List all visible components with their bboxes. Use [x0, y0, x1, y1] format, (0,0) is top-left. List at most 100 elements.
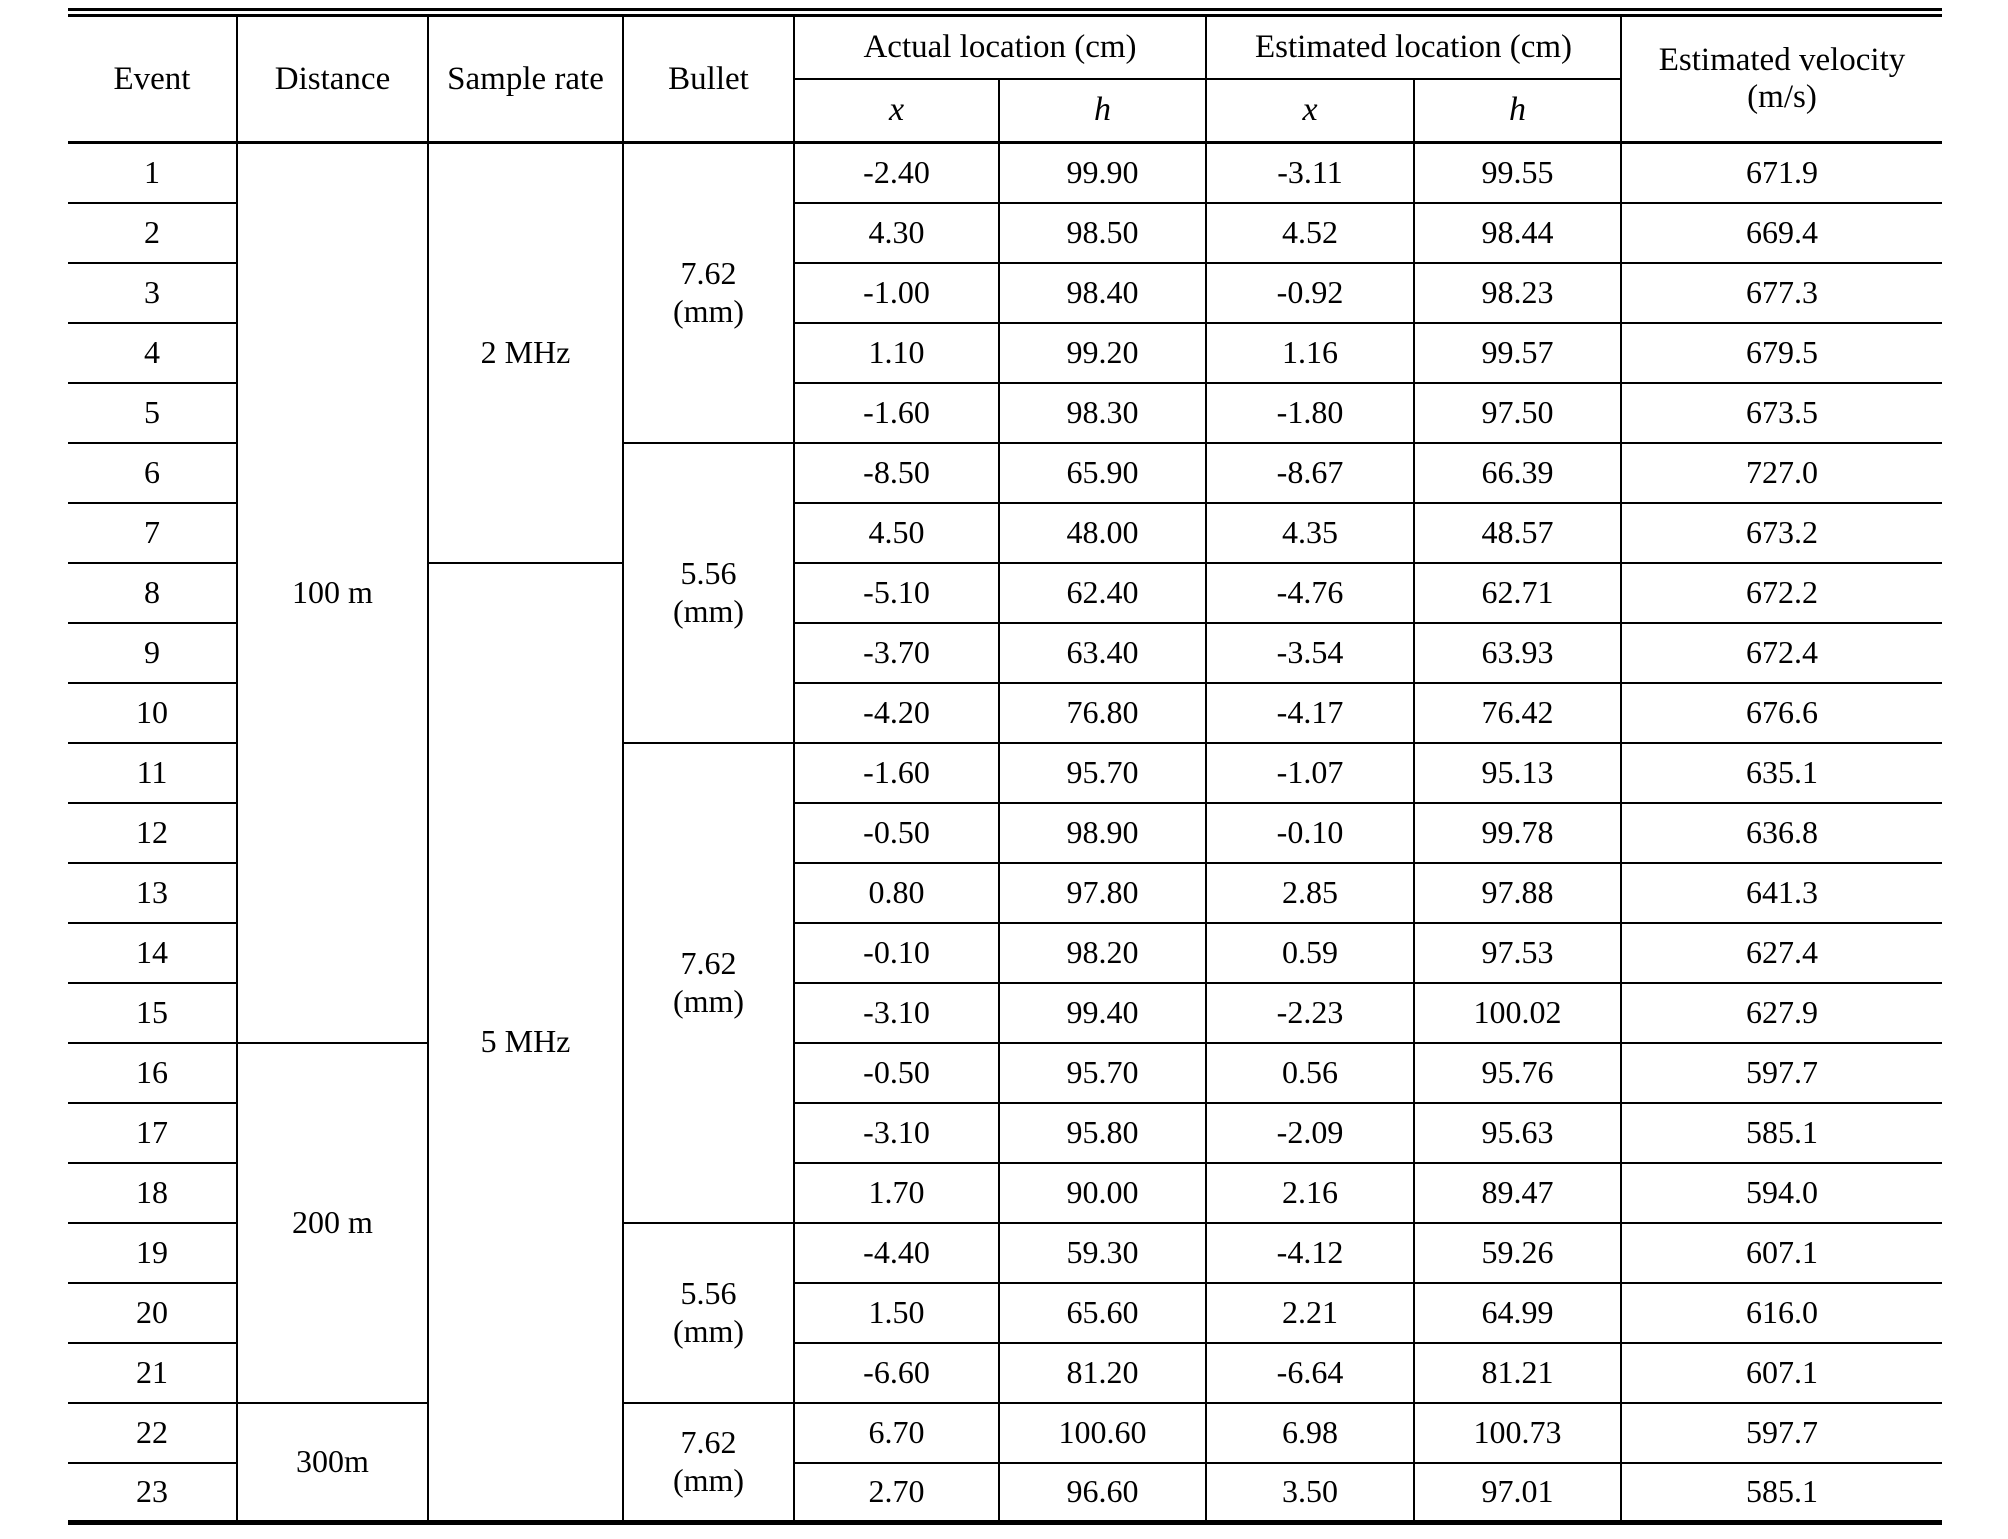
velocity-cell: 607.1	[1620, 1221, 1942, 1284]
actual-x-cell: 1.50	[793, 1281, 1000, 1344]
actual-x-cell: 4.30	[793, 201, 1000, 264]
velocity-cell: 673.2	[1620, 501, 1942, 564]
velocity-cell: 585.1	[1620, 1461, 1942, 1524]
estimated-h-cell: 100.02	[1413, 981, 1622, 1044]
estimated-h-cell: 81.21	[1413, 1341, 1622, 1404]
event-cell: 3	[68, 261, 238, 324]
estimated-h-cell: 48.57	[1413, 501, 1622, 564]
estimated-x-cell: 2.16	[1205, 1161, 1415, 1224]
actual-h-cell: 62.40	[998, 561, 1207, 624]
estimated-h-cell: 100.73	[1413, 1401, 1622, 1464]
table-row: 14 -0.10 98.20 0.59 97.53 627.4	[68, 921, 1942, 984]
actual-x-cell: -4.40	[793, 1221, 1000, 1284]
estimated-x-cell: 4.35	[1205, 501, 1415, 564]
event-cell: 15	[68, 981, 238, 1044]
estimated-h-cell: 98.23	[1413, 261, 1622, 324]
actual-x-cell: -6.60	[793, 1341, 1000, 1404]
table-row: 7 4.50 48.00 4.35 48.57 673.2	[68, 501, 1942, 564]
header-actual-location: Actual location (cm)	[793, 11, 1207, 80]
estimated-h-cell: 64.99	[1413, 1281, 1622, 1344]
event-cell: 22	[68, 1401, 238, 1464]
table-row: 22 300m 7.62 (mm) 6.70 100.60 6.98 100.7…	[68, 1401, 1942, 1524]
header-estimated-x: x	[1205, 77, 1415, 144]
table-row: 5 -1.60 98.30 -1.80 97.50 673.5	[68, 381, 1942, 444]
actual-h-cell: 98.50	[998, 201, 1207, 264]
event-cell: 6	[68, 441, 238, 504]
table-row: 10 -4.20 76.80 -4.17 76.42 676.6	[68, 681, 1942, 744]
actual-h-cell: 59.30	[998, 1221, 1207, 1284]
event-cell: 20	[68, 1281, 238, 1344]
event-cell: 19	[68, 1221, 238, 1284]
actual-h-cell: 65.60	[998, 1281, 1207, 1344]
bullet-unit: (mm)	[672, 292, 745, 329]
estimated-x-cell: 0.59	[1205, 921, 1415, 984]
actual-h-cell: 95.70	[998, 741, 1207, 804]
header-distance: Distance	[236, 11, 429, 144]
velocity-cell: 597.7	[1620, 1041, 1942, 1104]
actual-h-cell: 65.90	[998, 441, 1207, 504]
actual-h-cell: 99.40	[998, 981, 1207, 1044]
actual-x-cell: -0.50	[793, 1041, 1000, 1104]
actual-h-cell: 98.30	[998, 381, 1207, 444]
estimated-x-cell: 0.56	[1205, 1041, 1415, 1104]
actual-h-cell: 76.80	[998, 681, 1207, 744]
table-row: 11 7.62 (mm) -1.60 95.70 -1.07 95.13 635…	[68, 741, 1942, 1224]
header-actual-x: x	[793, 77, 1000, 144]
table-row: 6 5.56 (mm) -8.50 65.90 -8.67 66.39 727.…	[68, 441, 1942, 744]
actual-x-cell: 4.50	[793, 501, 1000, 564]
actual-h-cell: 90.00	[998, 1161, 1207, 1224]
velocity-cell: 669.4	[1620, 201, 1942, 264]
bullet-cell: 7.62 (mm)	[622, 141, 795, 444]
bullet-cell: 5.56 (mm)	[622, 1221, 795, 1404]
table-row: 3 -1.00 98.40 -0.92 98.23 677.3	[68, 261, 1942, 324]
event-cell: 8	[68, 561, 238, 624]
estimated-h-cell: 99.57	[1413, 321, 1622, 384]
actual-x-cell: -0.10	[793, 921, 1000, 984]
estimated-x-cell: 4.52	[1205, 201, 1415, 264]
velocity-cell: 679.5	[1620, 321, 1942, 384]
event-cell: 1	[68, 141, 238, 204]
estimated-h-cell: 99.55	[1413, 141, 1622, 204]
header-bullet: Bullet	[622, 11, 795, 144]
actual-h-cell: 99.20	[998, 321, 1207, 384]
header-estimated-h: h	[1413, 77, 1622, 144]
event-cell: 2	[68, 201, 238, 264]
distance-cell: 100 m	[236, 141, 429, 1044]
table-row: 19 5.56 (mm) -4.40 59.30 -4.12 59.26 607…	[68, 1221, 1942, 1404]
bullet-caliber: 7.62	[680, 255, 737, 291]
bullet-caliber: 5.56	[680, 1274, 737, 1311]
actual-x-cell: -2.40	[793, 141, 1000, 204]
estimated-x-cell: 3.50	[1205, 1461, 1415, 1524]
actual-x-cell: -3.10	[793, 981, 1000, 1044]
event-cell: 12	[68, 801, 238, 864]
estimated-h-cell: 97.01	[1413, 1461, 1622, 1524]
velocity-cell: 671.9	[1620, 141, 1942, 204]
results-table: Event Distance Sample rate Bullet Actual…	[68, 8, 1942, 1525]
event-cell: 5	[68, 381, 238, 444]
velocity-cell: 672.2	[1620, 561, 1942, 624]
bullet-caliber: 5.56	[680, 554, 737, 591]
velocity-cell: 627.9	[1620, 981, 1942, 1044]
actual-x-cell: -4.20	[793, 681, 1000, 744]
distance-cell: 300m	[236, 1401, 429, 1524]
actual-h-cell: 96.60	[998, 1461, 1207, 1524]
actual-h-cell: 95.70	[998, 1041, 1207, 1104]
estimated-h-cell: 95.63	[1413, 1101, 1622, 1164]
estimated-x-cell: -8.67	[1205, 441, 1415, 504]
velocity-cell: 636.8	[1620, 801, 1942, 864]
estimated-x-cell: -4.12	[1205, 1221, 1415, 1284]
estimated-h-cell: 98.44	[1413, 201, 1622, 264]
event-cell: 13	[68, 861, 238, 924]
actual-h-cell: 100.60	[998, 1401, 1207, 1464]
estimated-x-cell: -4.17	[1205, 681, 1415, 744]
header-estimated-velocity: Estimated velocity (m/s)	[1620, 11, 1942, 144]
table-row: 4 1.10 99.20 1.16 99.57 679.5	[68, 321, 1942, 384]
event-cell: 17	[68, 1101, 238, 1164]
event-cell: 18	[68, 1161, 238, 1224]
actual-x-cell: -3.10	[793, 1101, 1000, 1164]
header-sample-rate: Sample rate	[427, 11, 624, 144]
actual-x-cell: -1.00	[793, 261, 1000, 324]
estimated-x-cell: -2.09	[1205, 1101, 1415, 1164]
bullet-cell: 5.56 (mm)	[622, 441, 795, 744]
velocity-cell: 607.1	[1620, 1341, 1942, 1404]
